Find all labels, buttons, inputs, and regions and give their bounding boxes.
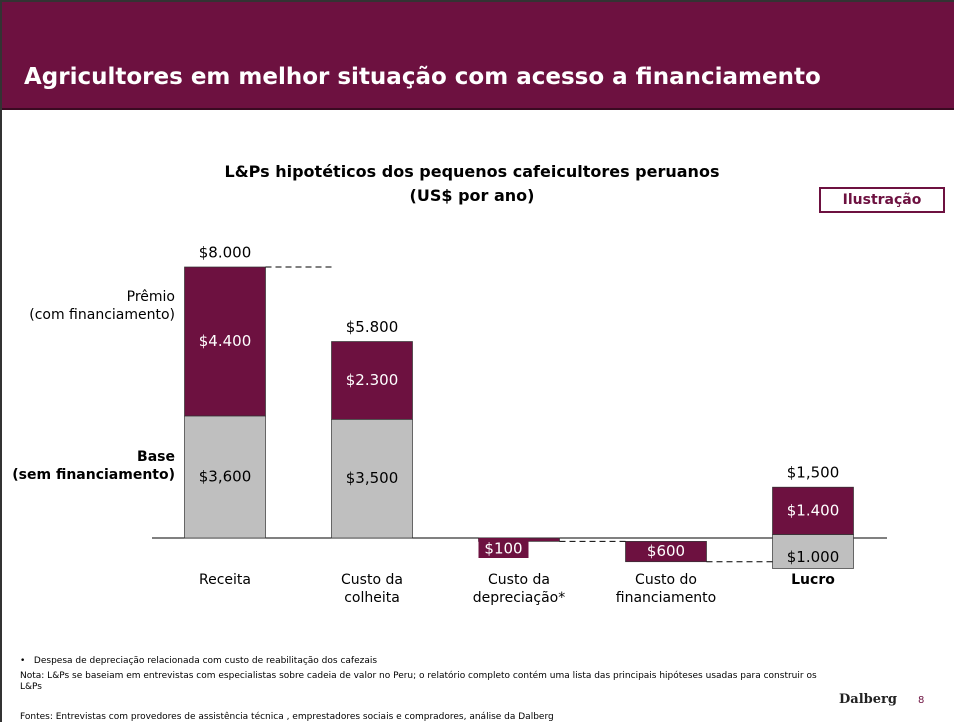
- note: Nota: L&Ps se baseiam em entrevistas com…: [20, 671, 817, 692]
- label-box: [478, 538, 529, 558]
- data-label: $3,500: [346, 469, 399, 487]
- total-label: $5.800: [346, 318, 399, 336]
- bar-segment: [772, 534, 854, 569]
- slide-title: Agricultores em melhor situação com aces…: [24, 64, 821, 90]
- legend-label: Prêmio (com financiamento): [29, 289, 175, 323]
- legend-label: Base (sem financiamento): [12, 449, 175, 483]
- bar-segment: [331, 341, 413, 420]
- category-label: Custo da depreciação*: [472, 572, 566, 606]
- bullet-text: Despesa de depreciação relacionada com c…: [33, 656, 378, 666]
- data-label: $4.400: [199, 332, 252, 350]
- data-label: $1.000: [787, 548, 840, 566]
- bar-segment: [331, 419, 413, 539]
- category-label: Custo da colheita: [341, 572, 403, 606]
- data-label: $1.400: [787, 501, 840, 519]
- category-label: Custo do financiamento: [615, 572, 717, 606]
- data-label: $2.300: [346, 371, 399, 389]
- total-label: $1,500: [787, 464, 840, 482]
- bar-segment: [625, 541, 707, 563]
- data-label: $600: [647, 542, 685, 560]
- data-label: $3,600: [199, 468, 252, 486]
- category-label: Lucro: [791, 572, 835, 588]
- chart-subtitle: (US$ por ano): [409, 186, 535, 205]
- bar-segment: [184, 266, 266, 417]
- bar-segment: [772, 486, 854, 535]
- page-number: 8: [918, 695, 925, 706]
- bar-segment: [184, 415, 266, 539]
- sources: Fontes: Entrevistas com provedores de as…: [20, 712, 554, 722]
- data-label: $100: [484, 540, 522, 558]
- badge: Ilustração: [819, 187, 945, 213]
- total-label: $8.000: [199, 244, 252, 262]
- bullet: • Despesa de depreciação relacionada com…: [20, 656, 378, 666]
- logo: Dalberg: [839, 692, 897, 707]
- chart-title: L&Ps hipotéticos dos pequenos cafeiculto…: [224, 162, 720, 181]
- category-label: Receita: [199, 572, 251, 588]
- title-bar: [2, 2, 954, 110]
